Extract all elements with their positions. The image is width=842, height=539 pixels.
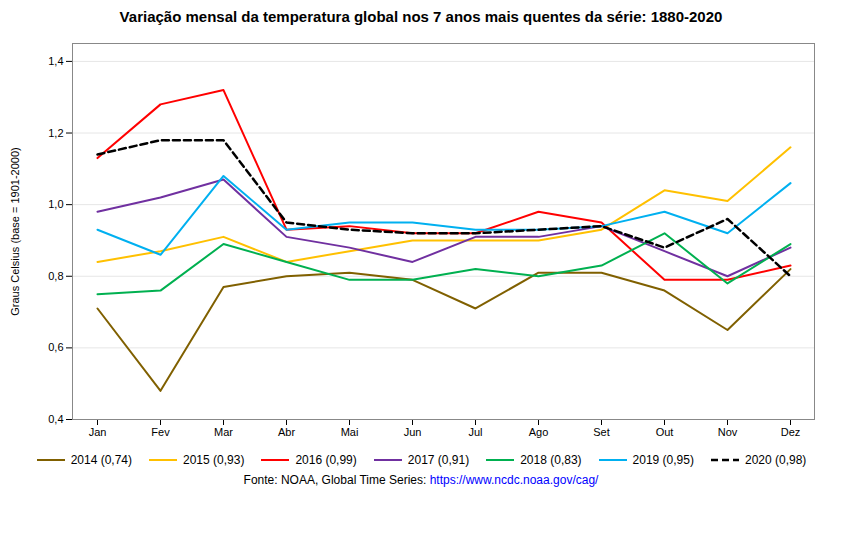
svg-text:Jun: Jun — [404, 426, 422, 438]
svg-text:Fev: Fev — [151, 426, 170, 438]
svg-text:Jan: Jan — [89, 426, 107, 438]
svg-text:1,4: 1,4 — [48, 55, 63, 67]
svg-text:Abr: Abr — [278, 426, 295, 438]
svg-text:0,8: 0,8 — [48, 270, 63, 282]
html-text:Variação mensal da temperatura: Variação mensal da temperatura global no… — [119, 8, 723, 25]
svg-text:1,0: 1,0 — [48, 198, 63, 210]
html-text:2018 (0,83): 2018 (0,83) — [520, 453, 582, 467]
svg-text:Jul: Jul — [468, 426, 482, 438]
html-text:2020 (0,98): 2020 (0,98) — [745, 453, 807, 467]
html-text:2014 (0,74): 2014 (0,74) — [70, 453, 132, 467]
svg-text:Dez: Dez — [781, 426, 801, 438]
svg-text:Out: Out — [656, 426, 674, 438]
html-text:2019 (0,95): 2019 (0,95) — [632, 453, 694, 467]
svg-text:Set: Set — [593, 426, 610, 438]
svg-text:Graus Celsius (base = 1901-200: Graus Celsius (base = 1901-2000) — [9, 147, 21, 315]
html-text:2015 (0,93): 2015 (0,93) — [183, 453, 245, 467]
svg-text:0,4: 0,4 — [48, 413, 63, 425]
html-text:Fonte: NOAA, Global Time Serie: Fonte: NOAA, Global Time Series: https:/… — [243, 473, 599, 487]
svg-text:Mar: Mar — [214, 426, 233, 438]
svg-text:1,2: 1,2 — [48, 127, 63, 139]
svg-text:Ago: Ago — [529, 426, 549, 438]
html-text:2016 (0,99): 2016 (0,99) — [295, 453, 357, 467]
svg-text:Mai: Mai — [341, 426, 359, 438]
svg-text:0,6: 0,6 — [48, 341, 63, 353]
html-text:2017 (0,91): 2017 (0,91) — [407, 453, 470, 467]
svg-text:Nov: Nov — [718, 426, 738, 438]
